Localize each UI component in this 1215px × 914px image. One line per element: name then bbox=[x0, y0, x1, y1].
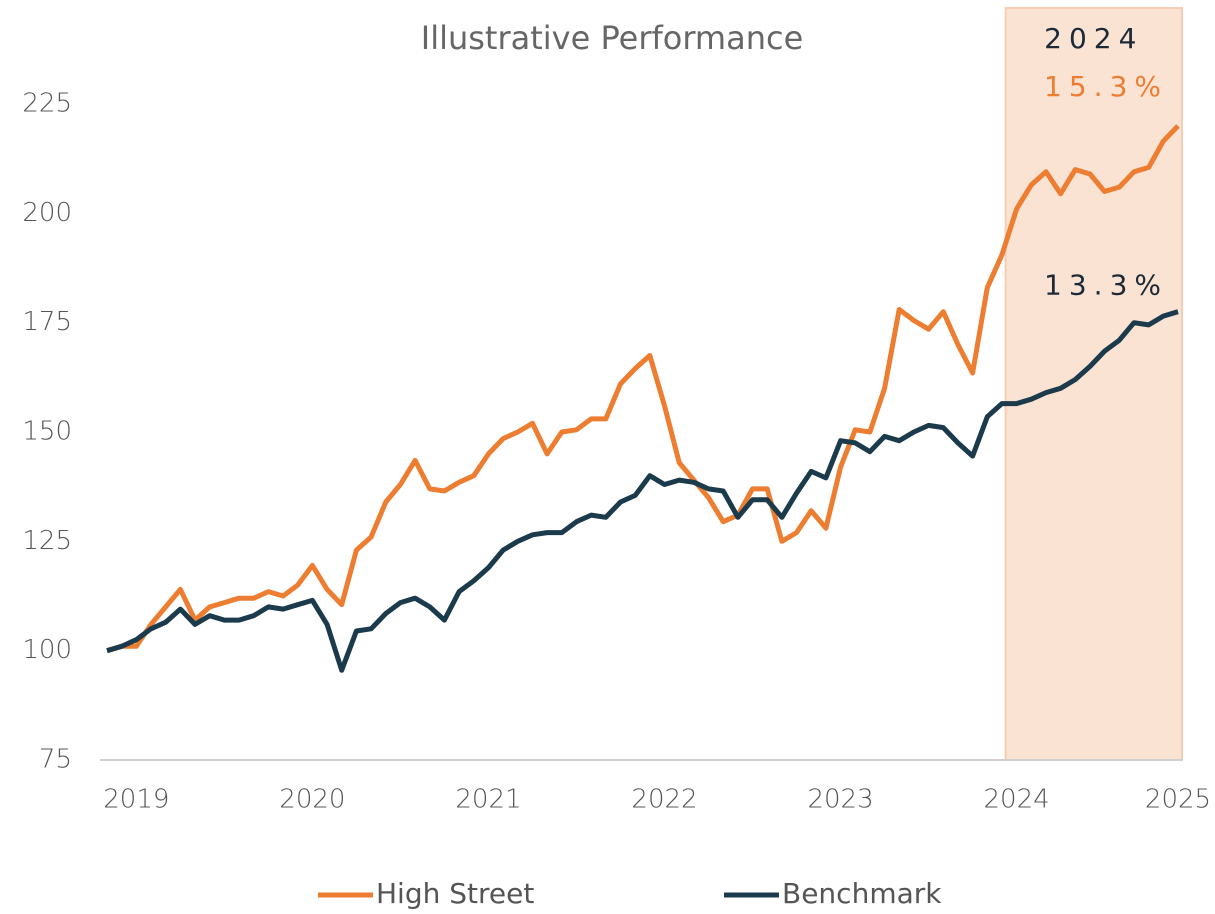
line-series bbox=[106, 309, 1179, 673]
x-tick-label: 2024 bbox=[984, 785, 1050, 815]
y-tick-label: 125 bbox=[22, 526, 72, 556]
y-tick-label: 100 bbox=[22, 635, 72, 665]
x-tick-label: 2025 bbox=[1145, 785, 1211, 815]
annotation: 13.3% bbox=[1044, 269, 1168, 302]
x-tick-label: 2022 bbox=[631, 785, 697, 815]
x-tick-label: 2019 bbox=[103, 785, 169, 815]
y-tick-label: 150 bbox=[22, 417, 72, 447]
highlight-region bbox=[1004, 7, 1184, 761]
annotation: 15.3% bbox=[1044, 70, 1168, 103]
legend-label: High Street bbox=[376, 877, 534, 910]
y-tick-label: 200 bbox=[22, 198, 72, 228]
highlight-label: 2024 bbox=[1044, 22, 1143, 55]
y-tick-label: 225 bbox=[22, 89, 72, 119]
y-tick-label: 175 bbox=[22, 307, 72, 337]
legend-label: Benchmark bbox=[782, 877, 942, 910]
line-series bbox=[106, 124, 1180, 654]
x-tick-label: 2021 bbox=[455, 785, 521, 815]
legend-item: Benchmark bbox=[724, 877, 942, 910]
x-tick-label: 2023 bbox=[807, 785, 873, 815]
legend-item: High Street bbox=[318, 877, 534, 910]
y-tick-label: 75 bbox=[39, 745, 72, 775]
x-tick-label: 2020 bbox=[279, 785, 345, 815]
chart-title: Illustrative Performance bbox=[421, 19, 804, 57]
